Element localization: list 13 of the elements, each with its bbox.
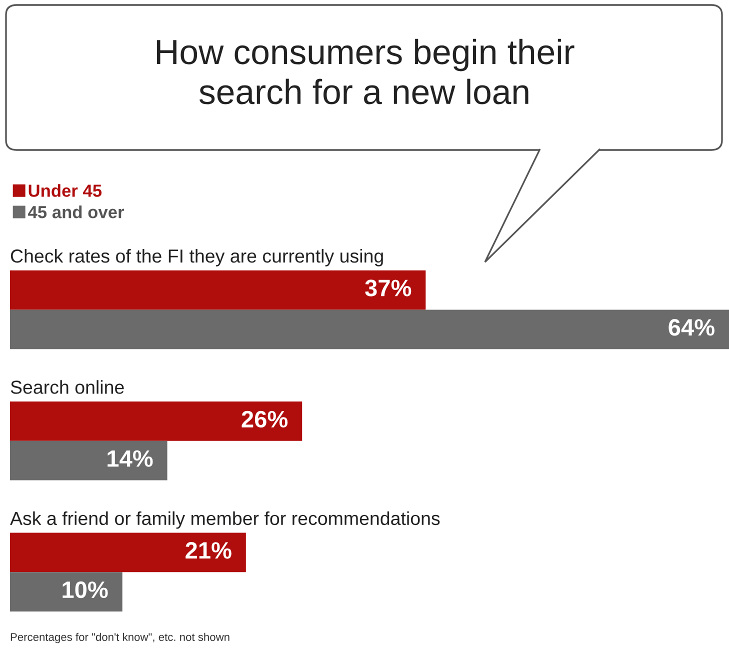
y-tick-label: Check rates of the FI they are currently using [10, 248, 383, 266]
chart-title: How consumers begin their search for a new loan [157, 38, 574, 104]
legend-label: 45 and over [28, 206, 124, 218]
data-label: 26% [242, 410, 288, 428]
y-tick-label: Ask a friend or family member for recommendations [10, 511, 440, 529]
data-label: 10% [62, 581, 108, 598]
y-tick-label: Search online [10, 380, 124, 394]
legend-label: Under 45 [28, 184, 102, 197]
data-label: 64% [668, 319, 714, 336]
annotation: Percentages for "don't know", etc. not shown [10, 632, 230, 644]
data-label: 21% [186, 542, 232, 559]
data-label: 14% [108, 450, 153, 467]
data-label: 37% [365, 280, 412, 296]
